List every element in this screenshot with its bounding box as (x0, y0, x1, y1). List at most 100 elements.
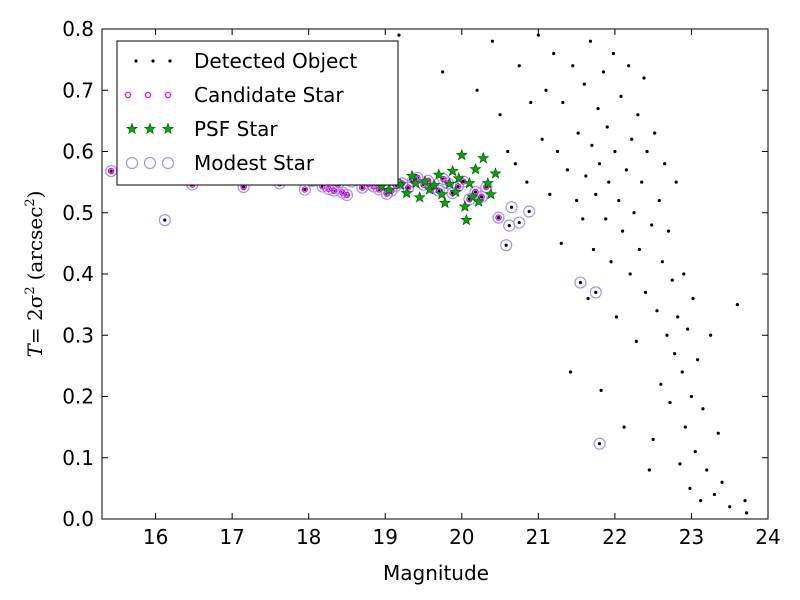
detected-object-point (678, 462, 682, 466)
psf-star-point (463, 176, 476, 189)
detected-object-point (682, 272, 686, 276)
psf-star-point (413, 191, 426, 203)
detected-object-point (597, 442, 602, 446)
detected-object-point (642, 76, 646, 80)
legend-item-modest-star: Modest Star (125, 151, 315, 175)
psf-star-point (438, 196, 451, 209)
detected-object-point (627, 64, 631, 68)
detected-object-point (599, 388, 603, 392)
y-tick-label: 0.8 (62, 17, 94, 41)
x-axis-label: Magnitude (383, 561, 489, 585)
y-tick-label: 0.2 (62, 385, 94, 409)
detected-object-point (651, 437, 655, 441)
detected-object-point (716, 431, 720, 435)
psf-star-point (428, 178, 441, 191)
x-tick-label: 23 (679, 525, 704, 549)
detected-object-point (480, 195, 484, 199)
detected-object-point (645, 149, 649, 154)
legend-label: PSF Star (194, 117, 278, 141)
candidate-star-point (495, 214, 502, 221)
detected-object-point (527, 209, 531, 214)
detected-object-point (683, 425, 687, 429)
detected-object-point (636, 113, 640, 117)
detected-object-point (586, 296, 590, 301)
y-axis-label-symbol: T (23, 343, 47, 358)
psf-star-point (409, 176, 422, 189)
detected-object-point (517, 220, 521, 225)
legend-marker (144, 91, 152, 99)
detected-object-point (571, 64, 575, 68)
legend: Detected Object Candidate Star PSF Star Mod… (116, 40, 399, 186)
modest-star-point (523, 205, 536, 218)
detected-object-point (607, 180, 611, 184)
legend-marker (143, 122, 157, 135)
detected-object-point (517, 64, 521, 68)
detected-object-point (693, 450, 697, 454)
detected-object-point (496, 216, 501, 220)
psf-star-point (449, 185, 462, 198)
psf-star-point (446, 164, 459, 177)
detected-object-point (640, 180, 644, 184)
legend-marker (161, 156, 175, 170)
detected-object-point (743, 499, 747, 503)
detected-object-point (622, 425, 626, 429)
detected-object-point (676, 315, 680, 319)
psf-star-point (460, 213, 473, 226)
detected-object-point (582, 82, 586, 86)
detected-object-point (575, 198, 579, 203)
detected-object-point (628, 272, 632, 276)
detected-object-point (601, 70, 606, 74)
detected-object-point (624, 168, 628, 172)
detected-object-point (620, 229, 625, 233)
detected-object-point (584, 174, 588, 178)
detected-object-point (686, 327, 690, 331)
detected-object-point (634, 339, 638, 343)
detected-object-point (507, 224, 511, 228)
legend-marker (124, 91, 132, 99)
detected-object-point (630, 137, 634, 141)
detected-object-point (506, 149, 510, 154)
detected-object-point (591, 247, 596, 252)
detected-object-point (660, 260, 664, 264)
detected-object-point (668, 401, 672, 405)
candidate-star-point (440, 175, 447, 183)
detected-object-point (565, 168, 570, 172)
detected-object-point (666, 229, 671, 233)
modest-star-point (593, 437, 606, 450)
detected-object-point (498, 113, 502, 117)
y-axis-label-equation: = 2σ (23, 294, 47, 344)
modest-star-point (589, 286, 602, 299)
x-tick-label: 22 (602, 525, 627, 549)
y-tick-label: 0.1 (62, 446, 94, 470)
psf-star-point (452, 172, 465, 184)
detected-object-point (655, 309, 659, 313)
detected-object-point (525, 180, 529, 184)
legend-marker (125, 122, 139, 135)
detected-object-point (552, 51, 556, 56)
psf-star-point (383, 183, 396, 196)
detected-object-point (559, 241, 563, 245)
detected-object-point (647, 468, 651, 472)
psf-star-point (405, 169, 419, 182)
detected-object-point (596, 107, 600, 111)
detected-object-point (673, 352, 677, 356)
detected-object-point (578, 280, 583, 285)
candidate-star-point (330, 187, 338, 194)
detected-object-point (504, 243, 508, 247)
detected-object-point (680, 370, 684, 374)
detected-object-point (594, 290, 598, 294)
detected-object-point (720, 480, 724, 484)
detected-object-point (540, 137, 544, 141)
psf-star-point (455, 148, 468, 161)
x-tick-label: 16 (143, 525, 168, 549)
y-tick-label: 0.7 (62, 78, 94, 102)
x-axis: 16 17 18 19 20 21 22 23 24 (143, 29, 781, 549)
detected-object-point (691, 296, 695, 301)
detected-object-point (568, 370, 573, 374)
x-tick-label: 21 (526, 525, 551, 549)
y-axis-label-unit-close: ) (23, 190, 47, 198)
candidate-star-point (301, 186, 309, 193)
detected-object-point (617, 198, 621, 203)
y-axis: 0.0 0.1 0.2 0.3 0.4 0.5 0.6 0.7 0.8 (62, 17, 768, 531)
modest-star-point (475, 190, 488, 203)
